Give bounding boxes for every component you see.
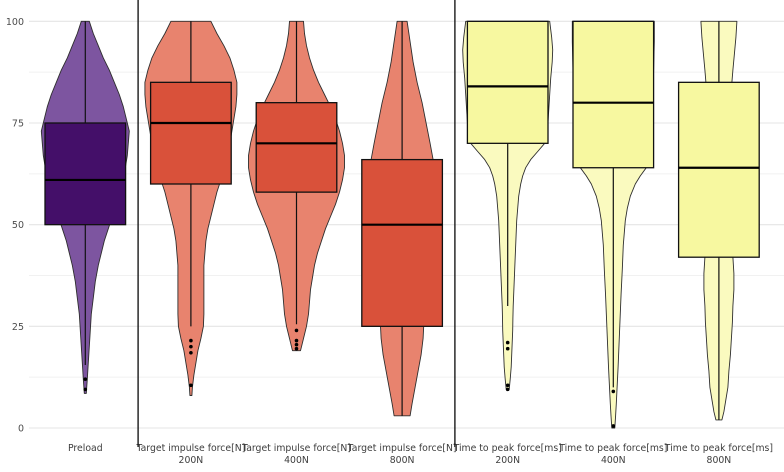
outlier-point [505,387,510,392]
outlier-point [505,383,510,388]
x-axis-label: Time to peak force[ms] [558,443,667,454]
y-tick-label: 0 [18,424,24,435]
x-axis-sublabel: 800N [707,455,732,466]
outlier-point [505,346,510,351]
outlier-point [294,328,299,333]
x-axis-label: Time to peak force[ms] [664,443,773,454]
y-tick-label: 100 [6,17,24,28]
y-tick-label: 75 [12,118,24,129]
x-axis-sublabel: 400N [284,455,309,466]
outlier-point [189,338,193,343]
y-tick-label: 25 [12,322,24,333]
outlier-point [189,344,193,349]
outlier-point [83,387,88,392]
x-axis-sublabel: 400N [601,455,626,466]
box [149,81,232,185]
outlier-point [505,340,510,345]
x-axis-label: Time to peak force[ms] [453,443,562,454]
outlier-point [611,389,616,394]
outlier-point [83,377,88,381]
y-tick-label: 50 [12,220,24,231]
outlier-point [294,338,299,343]
x-axis-label: Target impulse force[N] [347,443,457,454]
box [466,20,549,144]
box [255,102,338,193]
x-axis-label: Preload [68,443,103,454]
x-axis-label: Target impulse force[N] [241,443,351,454]
outlier-point [294,346,299,351]
box [572,20,655,169]
x-axis-sublabel: 200N [179,455,204,466]
x-axis-label: Target impulse force[N] [135,443,245,454]
outlier-point [189,350,193,355]
outlier-point [611,424,616,428]
box [361,158,444,327]
box [44,122,127,226]
outlier-point [294,342,299,347]
outlier-point [189,383,193,388]
x-axis-sublabel: 200N [495,455,520,466]
box [677,81,760,258]
x-axis-sublabel: 800N [390,455,415,466]
